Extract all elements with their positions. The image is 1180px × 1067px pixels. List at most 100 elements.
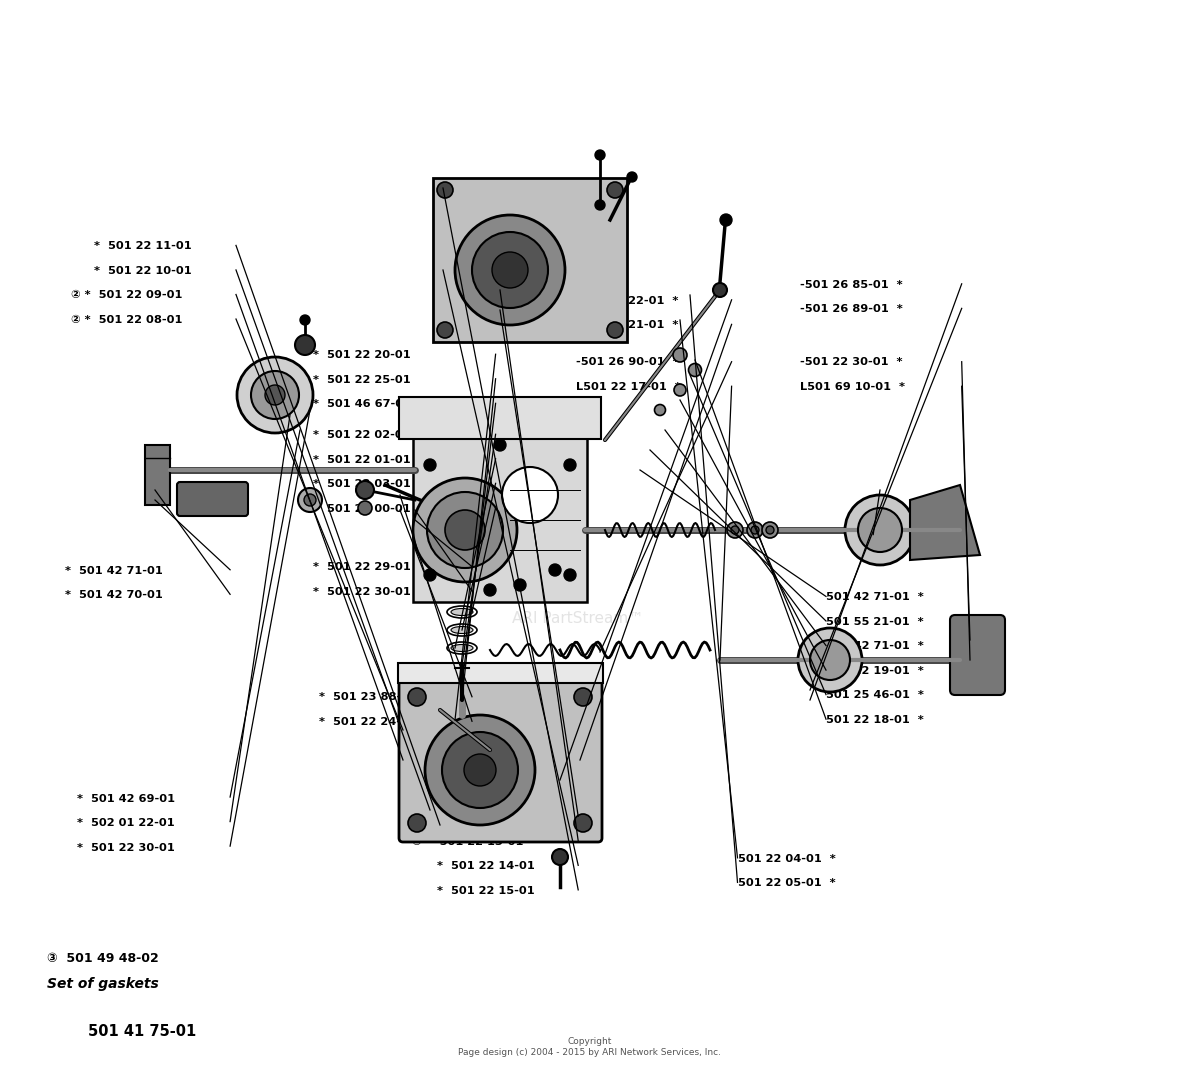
Circle shape bbox=[514, 579, 526, 591]
Circle shape bbox=[727, 522, 743, 538]
Circle shape bbox=[573, 814, 592, 832]
Text: *  501 42 71-01: * 501 42 71-01 bbox=[65, 566, 163, 575]
FancyBboxPatch shape bbox=[177, 482, 248, 516]
Circle shape bbox=[502, 467, 558, 523]
Text: *  501 22 14-01: * 501 22 14-01 bbox=[437, 861, 535, 871]
Ellipse shape bbox=[447, 624, 477, 636]
Text: ② *  501 22 08-01: ② * 501 22 08-01 bbox=[71, 315, 182, 324]
Circle shape bbox=[549, 564, 560, 576]
Circle shape bbox=[251, 371, 299, 419]
Circle shape bbox=[607, 182, 623, 198]
Circle shape bbox=[427, 492, 503, 568]
Text: 501 55 21-01  *: 501 55 21-01 * bbox=[826, 617, 924, 626]
Text: ARI PartStream™: ARI PartStream™ bbox=[512, 611, 644, 626]
Circle shape bbox=[809, 640, 850, 680]
Circle shape bbox=[552, 849, 568, 865]
Circle shape bbox=[564, 569, 576, 582]
FancyBboxPatch shape bbox=[413, 437, 586, 602]
Text: 501 41 75-01: 501 41 75-01 bbox=[88, 1024, 197, 1039]
Polygon shape bbox=[910, 485, 981, 560]
Text: 501 22 05-01  *: 501 22 05-01 * bbox=[738, 878, 835, 888]
Circle shape bbox=[442, 732, 518, 808]
Text: *  501 22 15-01: * 501 22 15-01 bbox=[437, 886, 535, 895]
Text: L501 69 10-01  *: L501 69 10-01 * bbox=[800, 382, 905, 392]
Text: -501 26 90-01  *: -501 26 90-01 * bbox=[576, 357, 678, 367]
Circle shape bbox=[464, 754, 496, 786]
Circle shape bbox=[713, 283, 727, 297]
Text: *  501 22 02-01: * 501 22 02-01 bbox=[313, 430, 411, 440]
FancyBboxPatch shape bbox=[398, 663, 603, 683]
Text: *  501 22 30-01: * 501 22 30-01 bbox=[313, 587, 411, 596]
Circle shape bbox=[494, 439, 506, 451]
Text: *  501 22 29-01: * 501 22 29-01 bbox=[313, 562, 411, 572]
Circle shape bbox=[445, 510, 485, 550]
Circle shape bbox=[845, 495, 914, 566]
FancyBboxPatch shape bbox=[399, 397, 601, 439]
Circle shape bbox=[484, 584, 496, 596]
Circle shape bbox=[720, 214, 732, 226]
Circle shape bbox=[356, 481, 374, 499]
Text: *  501 22 10-01: * 501 22 10-01 bbox=[94, 266, 192, 275]
Circle shape bbox=[573, 688, 592, 706]
Circle shape bbox=[673, 348, 687, 362]
Circle shape bbox=[492, 252, 527, 288]
Text: *  501 22 25-01: * 501 22 25-01 bbox=[313, 375, 411, 384]
Circle shape bbox=[595, 150, 605, 160]
Circle shape bbox=[766, 526, 774, 534]
Circle shape bbox=[358, 501, 372, 515]
Ellipse shape bbox=[451, 608, 473, 616]
Circle shape bbox=[266, 385, 286, 405]
Circle shape bbox=[455, 214, 565, 325]
Text: Set of gaskets: Set of gaskets bbox=[47, 977, 159, 991]
Circle shape bbox=[564, 459, 576, 471]
Circle shape bbox=[762, 522, 778, 538]
Circle shape bbox=[472, 232, 548, 308]
Text: 501 25 46-01  *: 501 25 46-01 * bbox=[826, 690, 924, 700]
Circle shape bbox=[437, 322, 453, 338]
Text: -501 26 89-01  *: -501 26 89-01 * bbox=[800, 304, 903, 314]
Circle shape bbox=[408, 814, 426, 832]
Circle shape bbox=[413, 478, 517, 582]
Circle shape bbox=[674, 384, 686, 396]
Text: -501 26 85-01  *: -501 26 85-01 * bbox=[800, 280, 903, 289]
Circle shape bbox=[730, 526, 739, 534]
Text: 501 42 71-01  *: 501 42 71-01 * bbox=[826, 641, 924, 651]
Text: *  501 22 30-01: * 501 22 30-01 bbox=[77, 843, 175, 853]
Text: ③  501 49 48-02: ③ 501 49 48-02 bbox=[47, 952, 159, 965]
Text: L501 22 17-01  *: L501 22 17-01 * bbox=[576, 382, 681, 392]
Text: *  501 23 88-01: * 501 23 88-01 bbox=[319, 692, 417, 702]
Circle shape bbox=[300, 315, 310, 325]
Text: *  502 01 22-01: * 502 01 22-01 bbox=[77, 818, 175, 828]
Text: *  501 22 03-01: * 501 22 03-01 bbox=[313, 479, 411, 489]
Text: -501 22 21-01  *: -501 22 21-01 * bbox=[576, 320, 678, 330]
Text: ② *  501 22 12-01: ② * 501 22 12-01 bbox=[412, 812, 523, 822]
Circle shape bbox=[295, 335, 315, 355]
Ellipse shape bbox=[447, 642, 477, 654]
Circle shape bbox=[750, 526, 759, 534]
Circle shape bbox=[424, 459, 435, 471]
Circle shape bbox=[655, 404, 666, 415]
Circle shape bbox=[237, 357, 313, 433]
Text: ② *  501 22 13-01: ② * 501 22 13-01 bbox=[412, 837, 523, 846]
Text: *  501 22 01-01: * 501 22 01-01 bbox=[313, 455, 411, 464]
Text: 501 22 32-01  *: 501 22 32-01 * bbox=[873, 530, 971, 540]
Text: 501 22 18-01  *: 501 22 18-01 * bbox=[826, 715, 924, 724]
FancyBboxPatch shape bbox=[399, 679, 602, 842]
Circle shape bbox=[607, 322, 623, 338]
Ellipse shape bbox=[451, 644, 473, 652]
Text: *  501 22 20-01: * 501 22 20-01 bbox=[313, 350, 411, 360]
FancyBboxPatch shape bbox=[950, 615, 1005, 695]
Circle shape bbox=[747, 522, 763, 538]
Text: *  501 42 70-01: * 501 42 70-01 bbox=[65, 590, 163, 600]
Text: -501 22 30-01  *: -501 22 30-01 * bbox=[800, 357, 903, 367]
Circle shape bbox=[299, 488, 322, 512]
Circle shape bbox=[858, 508, 902, 552]
Text: 501 22 04-01  *: 501 22 04-01 * bbox=[738, 854, 835, 863]
Text: *  501 22 00-01: * 501 22 00-01 bbox=[313, 504, 411, 513]
Circle shape bbox=[627, 172, 637, 182]
Text: *  501 22 11-01: * 501 22 11-01 bbox=[94, 241, 192, 251]
Text: Copyright
Page design (c) 2004 - 2015 by ARI Network Services, Inc.: Copyright Page design (c) 2004 - 2015 by… bbox=[459, 1037, 721, 1056]
Circle shape bbox=[304, 494, 316, 506]
Ellipse shape bbox=[451, 626, 473, 634]
Text: *  501 46 67-01: * 501 46 67-01 bbox=[313, 399, 411, 409]
